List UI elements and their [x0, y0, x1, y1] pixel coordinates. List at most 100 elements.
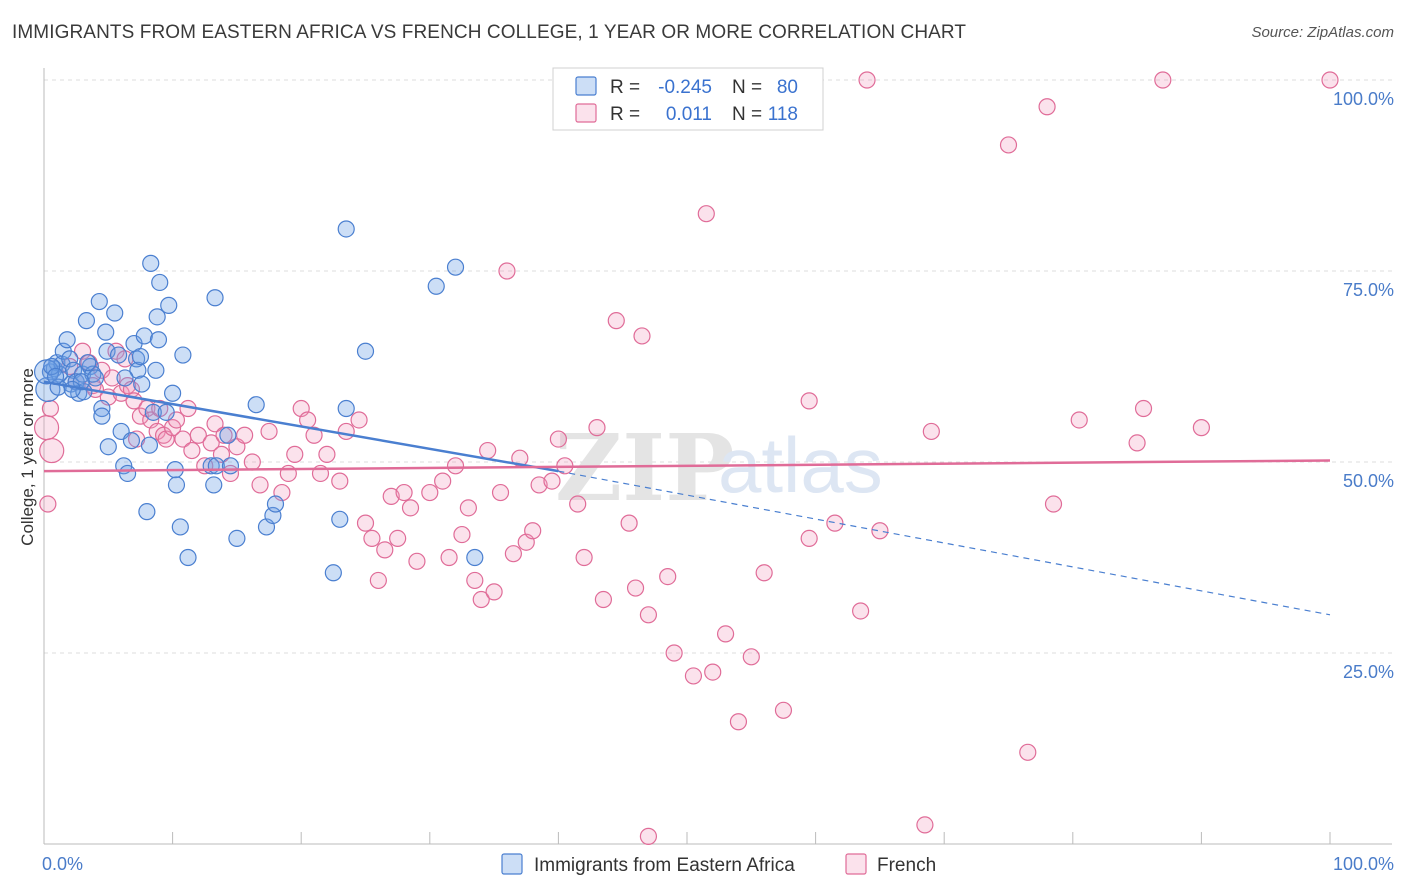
data-point	[684, 667, 703, 685]
data-point	[142, 254, 160, 272]
tick-labels: 25.0% 50.0% 75.0% 100.0% 0.0% 100.0%	[42, 89, 1394, 874]
bottom-legend: Immigrants from Eastern Africa French	[501, 853, 936, 876]
series-eastern-africa-points	[33, 220, 484, 582]
data-point	[382, 487, 400, 505]
data-point	[774, 701, 793, 719]
data-point	[408, 552, 426, 570]
data-point	[498, 262, 516, 280]
bottom-legend-swatch-pink	[845, 853, 867, 875]
data-point	[144, 403, 162, 421]
data-point	[466, 548, 484, 567]
trend-line-blue	[43, 380, 559, 473]
data-point	[318, 445, 336, 463]
data-point	[138, 503, 156, 521]
data-point	[1019, 743, 1037, 761]
data-point	[93, 407, 111, 425]
data-point	[446, 457, 465, 475]
legend-swatch-pink	[575, 103, 597, 123]
data-point	[401, 499, 420, 517]
legend-n-label-pink: N =	[732, 104, 762, 125]
data-point	[916, 816, 934, 834]
data-point	[1044, 495, 1063, 513]
data-point	[871, 522, 889, 540]
data-point	[697, 205, 715, 223]
data-point	[116, 369, 134, 387]
watermark-zip: ZIP	[555, 414, 734, 522]
data-point	[63, 380, 81, 399]
trend-line-pink	[43, 459, 1331, 473]
data-point	[215, 426, 233, 444]
data-point	[549, 430, 568, 448]
legend-n-value-blue: 80	[777, 77, 798, 98]
data-point	[1192, 419, 1211, 437]
data-point	[266, 495, 285, 513]
data-point	[149, 331, 168, 349]
data-point	[588, 419, 606, 437]
data-point	[43, 357, 61, 376]
trend-line-blue-extension	[558, 470, 1331, 616]
data-point	[337, 399, 355, 418]
data-point	[376, 541, 394, 559]
data-point	[219, 426, 237, 444]
data-point	[633, 327, 651, 345]
data-point	[369, 571, 387, 590]
data-point	[491, 483, 510, 502]
data-point	[440, 548, 458, 567]
legend-r-value-blue: -0.245	[658, 77, 712, 98]
data-point	[356, 342, 375, 360]
data-point	[524, 522, 542, 540]
data-point	[479, 441, 497, 460]
y-tick-label: 25.0%	[1343, 662, 1394, 682]
data-point	[77, 312, 96, 330]
data-point	[639, 606, 658, 624]
data-point	[148, 308, 166, 326]
data-point	[421, 483, 439, 502]
legend-r-label-blue: R =	[610, 77, 640, 98]
data-point	[446, 258, 465, 276]
data-point	[147, 361, 165, 379]
legend-n-label-blue: N =	[732, 77, 762, 98]
data-point	[665, 644, 683, 662]
legend-box: R = -0.245 N = 80 R = 0.011 N = 118	[552, 67, 824, 131]
data-point	[800, 392, 818, 410]
data-point	[472, 590, 490, 609]
data-point	[99, 438, 117, 456]
data-point	[140, 436, 159, 454]
data-point	[131, 347, 150, 366]
trend-lines	[43, 380, 1331, 616]
data-point	[286, 445, 304, 463]
data-point	[174, 346, 192, 364]
data-point	[453, 525, 471, 544]
data-point	[260, 422, 278, 441]
axes	[43, 68, 1392, 845]
data-point	[858, 71, 876, 89]
data-point	[626, 579, 645, 597]
data-point	[922, 422, 940, 441]
data-point	[167, 476, 186, 494]
data-point	[459, 499, 477, 517]
data-point	[122, 432, 141, 450]
y-tick-label: 100.0%	[1333, 89, 1394, 109]
data-point	[183, 441, 201, 460]
data-point	[434, 472, 452, 490]
data-point	[337, 220, 355, 238]
data-point	[607, 312, 625, 330]
y-tick-label: 50.0%	[1343, 471, 1394, 491]
legend-n-value-pink: 118	[768, 104, 798, 125]
data-point	[331, 472, 349, 490]
data-point	[90, 292, 108, 311]
data-point	[594, 590, 613, 609]
bottom-legend-label-pink: French	[877, 855, 936, 876]
data-point	[1128, 434, 1146, 452]
data-point	[543, 472, 561, 490]
data-point	[485, 583, 503, 601]
x-tick-label: 0.0%	[42, 854, 83, 874]
data-point	[324, 564, 342, 582]
data-point	[716, 625, 735, 643]
data-point	[247, 396, 265, 414]
data-point	[1134, 399, 1153, 418]
data-point	[1154, 71, 1172, 89]
legend-r-value-pink: 0.011	[666, 104, 712, 125]
data-point	[103, 369, 121, 387]
